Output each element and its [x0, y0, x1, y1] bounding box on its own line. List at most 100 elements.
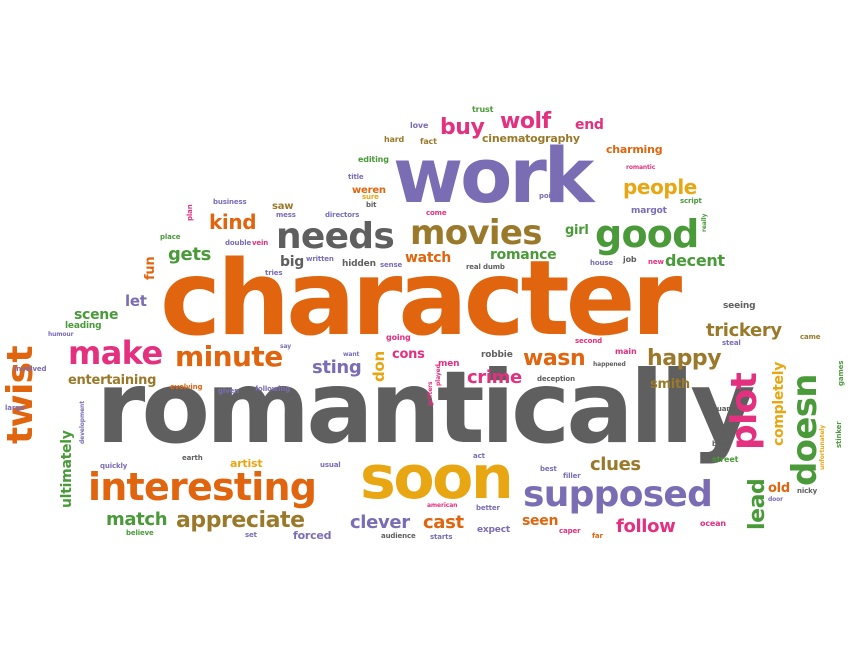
word-large: large: [5, 404, 25, 412]
word-unfortunately: unfortunately: [819, 424, 826, 470]
word-forced: forced: [293, 529, 332, 542]
word-stinker: stinker: [835, 421, 843, 448]
word-given: given: [218, 387, 240, 395]
word-hard: hard: [384, 135, 405, 144]
word-deception: deception: [537, 375, 575, 383]
word-humour: humour: [48, 331, 74, 338]
word-better: better: [476, 504, 500, 512]
word-decent: decent: [665, 251, 725, 270]
word-set: set: [245, 531, 257, 539]
word-saw: saw: [272, 201, 294, 212]
word-want: want: [343, 351, 360, 358]
word-best: best: [540, 465, 557, 473]
word-filler: filler: [563, 472, 581, 480]
word-good: good: [595, 212, 699, 256]
word-cons: cons: [392, 347, 425, 362]
word-believe: believe: [126, 529, 154, 537]
word-clues: clues: [590, 454, 641, 475]
word-points: points: [539, 192, 563, 200]
word-end: end: [575, 117, 604, 133]
word-script: script: [680, 197, 702, 205]
word-clever: clever: [350, 512, 410, 533]
word-ultimately: ultimately: [59, 430, 75, 508]
word-main: main: [615, 347, 637, 356]
word-interesting: interesting: [88, 465, 317, 509]
word-came: came: [800, 333, 821, 341]
word-people: people: [623, 175, 697, 199]
word-kind: kind: [209, 210, 257, 234]
word-sure: sure: [362, 193, 379, 201]
word-american: american: [427, 502, 458, 509]
word-don: don: [370, 351, 388, 382]
word-romantic: romantic: [626, 164, 656, 171]
word-fun: fun: [143, 256, 158, 280]
word-caper: caper: [559, 527, 581, 535]
word-bad: bad: [712, 440, 727, 448]
word-involved: involved: [14, 365, 47, 373]
word-place: place: [160, 233, 181, 241]
word-supposed: supposed: [523, 474, 713, 515]
word-crime: crime: [467, 367, 522, 388]
word-audience: audience: [381, 532, 416, 540]
word-character: character: [160, 239, 682, 359]
word-games: games: [837, 360, 845, 386]
word-romance: romance: [490, 247, 557, 263]
word-lead: lead: [745, 478, 770, 530]
word-movies: movies: [410, 213, 543, 253]
word-come: come: [426, 209, 447, 217]
word-ocean: ocean: [700, 519, 726, 528]
word-tries: tries: [265, 269, 283, 277]
word-men: men: [438, 359, 460, 369]
word-charming: charming: [606, 143, 663, 156]
word-real: real: [466, 263, 481, 271]
word-robbie: robbie: [481, 350, 513, 360]
word-buy: buy: [440, 115, 485, 140]
word-sting: sting: [312, 357, 362, 378]
word-written: written: [306, 255, 334, 263]
word-minute: minute: [175, 340, 283, 373]
word-earth: earth: [182, 454, 203, 462]
word-say: say: [280, 343, 291, 350]
word-big: big: [280, 254, 305, 270]
word-steal: steal: [722, 339, 741, 347]
word-twist: twist: [0, 346, 41, 444]
word-entertaining: entertaining: [68, 373, 157, 388]
word-guard: guard: [712, 405, 735, 413]
word-match: match: [106, 509, 168, 530]
word-job: job: [623, 255, 637, 264]
word-title: title: [348, 173, 364, 181]
word-cast: cast: [423, 512, 464, 533]
word-mess: mess: [276, 211, 296, 219]
word-smith: smith: [650, 377, 690, 392]
word-really: really: [701, 213, 708, 232]
word-romantically: romantically: [96, 349, 755, 466]
word-new: new: [648, 258, 664, 266]
word-business: business: [213, 198, 247, 206]
word-old: old: [768, 481, 790, 496]
word-following: following: [255, 385, 291, 393]
word-leading: leading: [65, 321, 102, 331]
word-artist: artist: [230, 457, 263, 470]
word-let: let: [125, 292, 147, 310]
word-soon: soon: [360, 443, 514, 513]
word-happened: happened: [593, 361, 626, 368]
word-girl: girl: [565, 223, 589, 238]
word-nicky: nicky: [797, 487, 818, 495]
word-needs: needs: [276, 216, 395, 257]
word-trust: trust: [472, 105, 494, 114]
word-far: far: [592, 532, 603, 540]
word-follow: follow: [616, 516, 676, 537]
word-grifters: grifters: [427, 381, 434, 406]
word-door: door: [768, 496, 784, 503]
word-second: second: [575, 337, 603, 345]
word-double: double: [225, 239, 252, 247]
word-sense: sense: [380, 261, 403, 269]
word-trickery: trickery: [706, 320, 782, 341]
word-watch: watch: [405, 250, 451, 266]
word-make: make: [68, 334, 163, 372]
word-seen: seen: [522, 513, 559, 529]
word-work: work: [393, 131, 594, 220]
word-scene: scene: [74, 307, 119, 323]
word-street: street: [712, 455, 739, 464]
